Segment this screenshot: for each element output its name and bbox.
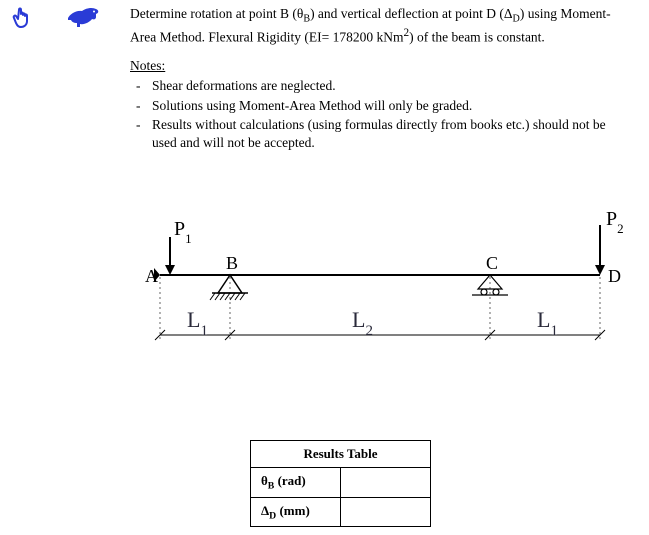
notes-list: Shear deformations are neglected. Soluti… [130,77,629,152]
result-value [341,468,431,498]
dino-icon [66,6,102,33]
notes-heading: Notes: [130,57,629,75]
results-table: Results Table θB (rad)ΔD (mm) [250,440,431,527]
svg-text:P1: P1 [174,218,192,246]
note-item: Solutions using Moment-Area Method will … [152,97,629,115]
svg-text:B: B [226,253,238,273]
note-item: Shear deformations are neglected. [152,77,629,95]
result-label: θB (rad) [251,468,341,498]
svg-text:C: C [486,253,498,273]
svg-text:P2: P2 [606,208,624,236]
result-value [341,497,431,527]
results-title: Results Table [251,441,431,468]
beam-diagram: ABCDP1P2L1L2L1 [130,200,630,380]
svg-text:L1: L1 [187,307,208,339]
result-label: ΔD (mm) [251,497,341,527]
svg-text:D: D [608,266,621,286]
svg-text:L2: L2 [352,307,373,339]
problem-statement: Determine rotation at point B (θB) and v… [130,5,629,47]
hand-icon [12,6,36,33]
note-item: Results without calculations (using form… [152,116,629,152]
svg-text:L1: L1 [537,307,558,339]
